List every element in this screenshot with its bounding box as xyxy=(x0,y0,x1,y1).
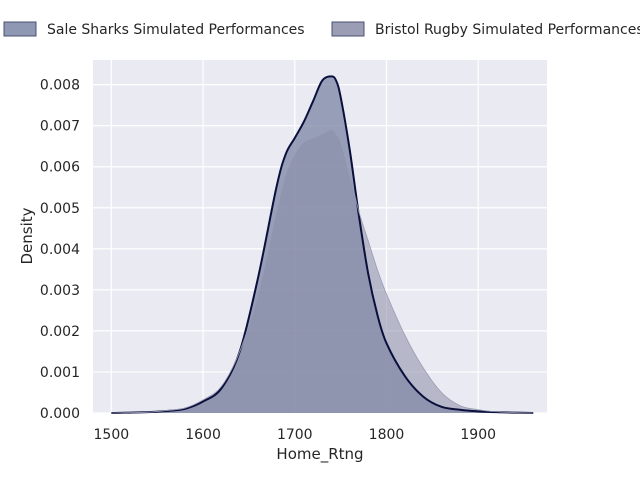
y-axis-label: Density xyxy=(18,207,36,264)
series-layer xyxy=(111,75,534,414)
x-tick-label-1900: 1900 xyxy=(460,427,496,443)
bristol-rugby-line xyxy=(111,129,534,414)
y-tick-label-0.002: 0.002 xyxy=(40,324,80,340)
x-axis-label: Home_Rtng xyxy=(276,445,363,464)
y-tick-label-0.000: 0.000 xyxy=(40,406,80,422)
y-tick-label-0.004: 0.004 xyxy=(40,242,80,258)
y-tick-label-0.006: 0.006 xyxy=(40,160,80,176)
bristol-rugby-legend-swatch xyxy=(331,21,365,37)
sale-sharks-legend-label: Sale Sharks Simulated Performances xyxy=(47,22,305,38)
x-tick-label-1700: 1700 xyxy=(277,427,313,443)
bristol-rugby-legend-label: Bristol Rugby Simulated Performances xyxy=(375,22,640,38)
y-tick-label-0.001: 0.001 xyxy=(40,365,80,381)
y-tick-label-0.007: 0.007 xyxy=(40,119,80,135)
x-axis-ticks: 1500 1600 1700 1800 1900 xyxy=(94,427,497,443)
bristol-rugby-area xyxy=(111,129,534,413)
y-axis-ticks: 0.000 0.001 0.002 0.003 0.004 0.005 0.006 0.007… xyxy=(40,78,80,422)
y-tick-label-0.003: 0.003 xyxy=(40,283,80,299)
x-tick-label-1800: 1800 xyxy=(369,427,405,443)
sale-sharks-line xyxy=(111,75,534,414)
legend: Sale Sharks Simulated Performances Bristo… xyxy=(3,21,640,38)
sale-sharks-legend-swatch xyxy=(3,21,37,37)
x-tick-label-1500: 1500 xyxy=(94,427,130,443)
y-tick-label-0.008: 0.008 xyxy=(40,78,80,94)
x-tick-label-1600: 1600 xyxy=(185,427,221,443)
y-tick-label-0.005: 0.005 xyxy=(40,201,80,217)
